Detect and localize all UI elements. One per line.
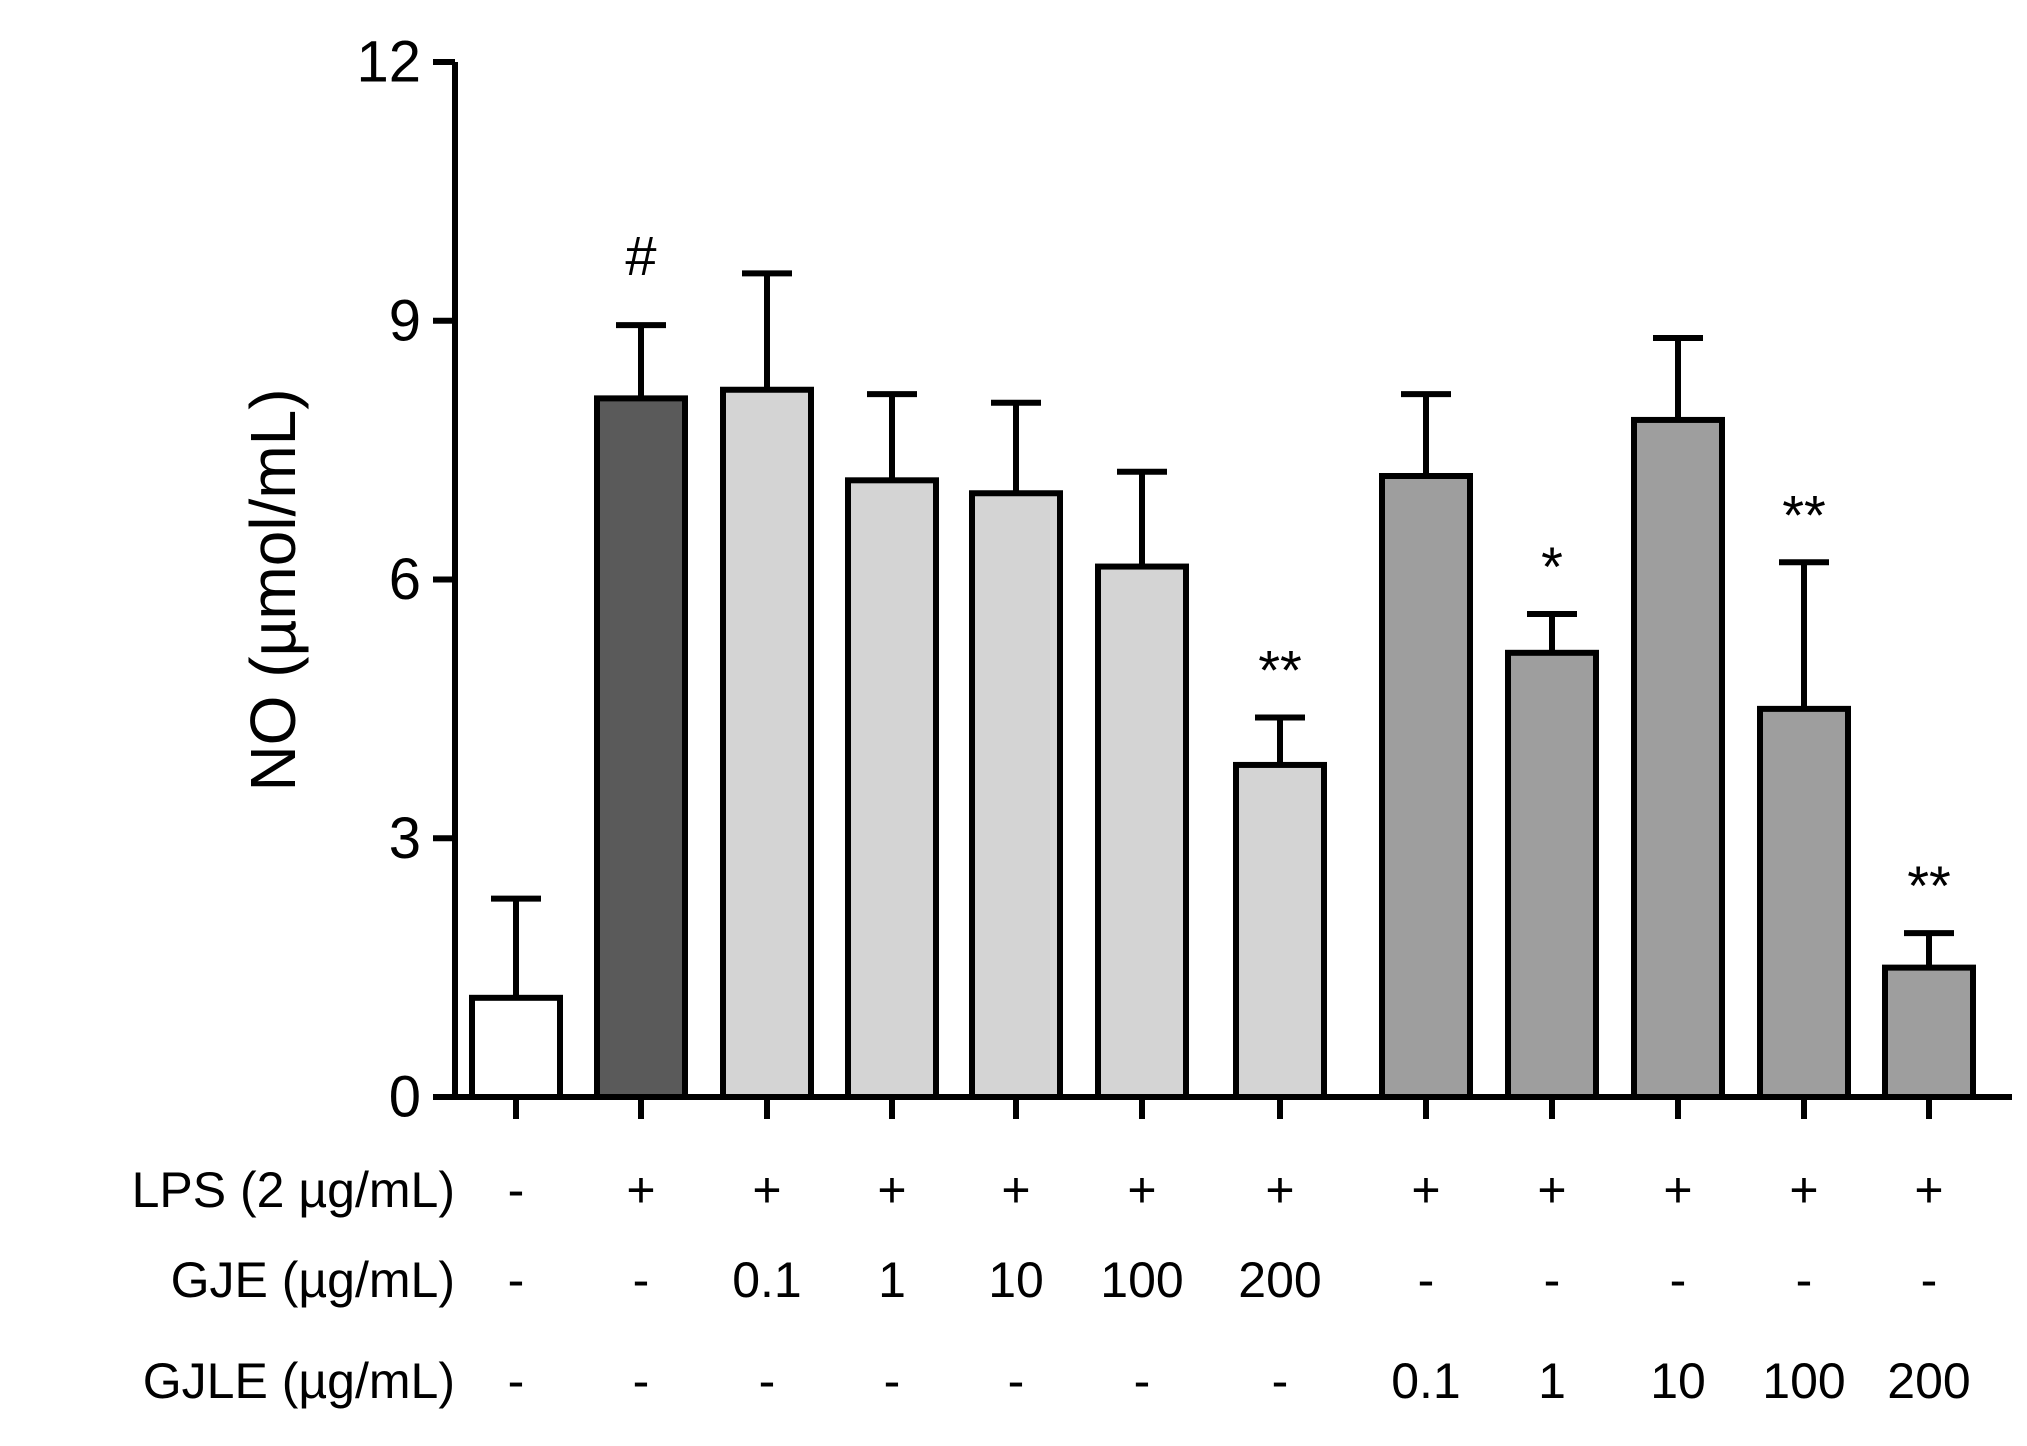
treatment-cell: - bbox=[508, 1353, 525, 1409]
treatment-cell: - bbox=[508, 1252, 525, 1308]
treatment-cell: 100 bbox=[1100, 1252, 1183, 1308]
treatment-table: LPS (2 µg/mL) - + + + + + + + + + + +GJE (µg/mL) - -0.… bbox=[132, 1162, 1971, 1409]
treatment-cell: - bbox=[633, 1252, 650, 1308]
treatment-cell: 10 bbox=[988, 1252, 1044, 1308]
treatment-cell: - bbox=[633, 1353, 650, 1409]
y-tick-label: 12 bbox=[356, 30, 421, 95]
treatment-cell: 10 bbox=[1650, 1353, 1706, 1409]
treatment-cell: 0.1 bbox=[1391, 1353, 1461, 1409]
y-tick-label: 9 bbox=[389, 288, 421, 353]
treatment-cell: + bbox=[1127, 1162, 1156, 1218]
y-tick-label: 3 bbox=[389, 806, 421, 871]
treatment-cell: - bbox=[884, 1353, 901, 1409]
bar bbox=[1379, 473, 1473, 1100]
treatment-cell: + bbox=[1411, 1162, 1440, 1218]
bar bbox=[969, 490, 1063, 1100]
bar bbox=[845, 477, 939, 1100]
significance-marker: * bbox=[1541, 535, 1563, 598]
treatment-cell: + bbox=[877, 1162, 906, 1218]
treatment-cell: - bbox=[1272, 1353, 1289, 1409]
y-axis-label: NO (µmol/mL) bbox=[237, 388, 309, 791]
significance-marker: ** bbox=[1782, 483, 1826, 546]
bar bbox=[1882, 964, 1976, 1100]
treatment-cell: + bbox=[1914, 1162, 1943, 1218]
treatment-cell: - bbox=[1796, 1252, 1813, 1308]
bar bbox=[1095, 563, 1189, 1100]
treatment-cell: + bbox=[1663, 1162, 1692, 1218]
treatment-cell: + bbox=[626, 1162, 655, 1218]
treatment-cell: + bbox=[752, 1162, 781, 1218]
treatment-cell: - bbox=[1134, 1353, 1151, 1409]
significance-markers: #******* bbox=[625, 224, 1950, 917]
treatment-row-label: GJE (µg/mL) bbox=[171, 1252, 455, 1308]
y-tick-label: 6 bbox=[389, 547, 421, 612]
bar bbox=[469, 994, 563, 1100]
treatment-cell: - bbox=[1418, 1252, 1435, 1308]
treatment-cell: - bbox=[1670, 1252, 1687, 1308]
bar bbox=[1233, 761, 1327, 1100]
y-tick-label: 0 bbox=[389, 1065, 421, 1130]
treatment-cell: + bbox=[1537, 1162, 1566, 1218]
bar bbox=[1757, 705, 1851, 1100]
treatment-cell: 0.1 bbox=[732, 1252, 802, 1308]
treatment-cell: - bbox=[1921, 1252, 1938, 1308]
bars bbox=[469, 386, 1976, 1100]
bar bbox=[1505, 649, 1599, 1100]
error-bars bbox=[491, 270, 1954, 998]
treatment-row-label: GJLE (µg/mL) bbox=[143, 1353, 455, 1409]
treatment-cell: 200 bbox=[1238, 1252, 1321, 1308]
treatment-cell: - bbox=[508, 1162, 525, 1218]
significance-marker: ** bbox=[1258, 639, 1302, 702]
bar bbox=[1631, 416, 1725, 1100]
treatment-cell: + bbox=[1001, 1162, 1030, 1218]
bar bbox=[594, 395, 688, 1100]
treatment-row-label: LPS (2 µg/mL) bbox=[132, 1162, 455, 1218]
treatment-cell: - bbox=[1544, 1252, 1561, 1308]
treatment-cell: - bbox=[1008, 1353, 1025, 1409]
significance-marker: ** bbox=[1907, 854, 1951, 917]
treatment-cell: 1 bbox=[878, 1252, 906, 1308]
treatment-cell: 100 bbox=[1762, 1353, 1845, 1409]
treatment-cell: 1 bbox=[1538, 1353, 1566, 1409]
significance-marker: # bbox=[625, 224, 656, 287]
bar bbox=[720, 386, 814, 1100]
treatment-cell: 200 bbox=[1887, 1353, 1970, 1409]
treatment-cell: - bbox=[759, 1353, 776, 1409]
axes: 0 3 6 9 12 bbox=[356, 30, 2012, 1130]
treatment-cell: + bbox=[1789, 1162, 1818, 1218]
treatment-cell: + bbox=[1265, 1162, 1294, 1218]
